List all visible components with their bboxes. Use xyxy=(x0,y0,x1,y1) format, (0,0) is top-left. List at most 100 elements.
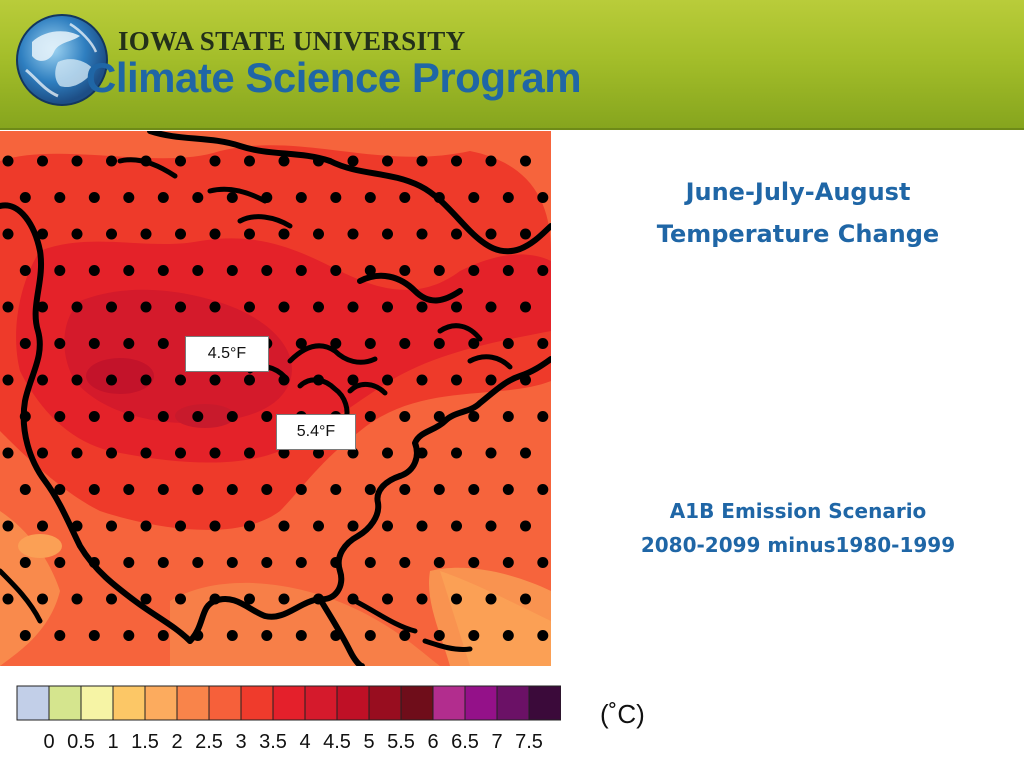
stipple-dot xyxy=(175,155,186,167)
stipple-dot xyxy=(433,338,445,349)
stipple-dot xyxy=(382,520,393,532)
stipple-dot xyxy=(382,374,393,386)
stipple-dot xyxy=(313,520,324,532)
stipple-dot xyxy=(364,192,376,203)
colorbar-tick-label: 0 xyxy=(43,731,54,753)
stipple-dot xyxy=(106,301,117,313)
stipple-dot xyxy=(2,301,14,313)
stipple-dot xyxy=(19,265,31,276)
stipple-dot xyxy=(209,228,221,240)
stipple-dot xyxy=(140,374,152,386)
stipple-dot xyxy=(433,484,445,495)
map-callout-warming-2: 5.4°F xyxy=(276,414,356,450)
colorbar-tick-label: 5.5 xyxy=(387,731,415,753)
stipple-dot xyxy=(451,593,462,605)
colorbar-tick-label: 2.5 xyxy=(195,731,223,753)
colorbar-swatch xyxy=(432,685,466,721)
stipple-dot xyxy=(88,484,100,495)
stipple-dot xyxy=(54,557,66,568)
stipple-dot xyxy=(433,630,445,641)
stipple-dot xyxy=(278,228,290,240)
colorbar-swatch xyxy=(144,685,178,721)
stipple-dot xyxy=(399,630,411,641)
colorbar-swatch xyxy=(496,685,530,721)
stipple-dot xyxy=(382,228,393,240)
stipple-dot xyxy=(468,630,480,641)
stipple-dot xyxy=(502,484,514,495)
colorbar-tick-label: 4 xyxy=(299,731,310,753)
colorbar-tick-label: 4.5 xyxy=(323,731,351,753)
colorbar-swatch xyxy=(80,685,114,721)
stipple-dot xyxy=(37,301,48,313)
stipple-dot xyxy=(485,301,497,313)
stipple-dot xyxy=(192,192,204,203)
colorbar-swatch xyxy=(400,685,434,721)
stipple-dot xyxy=(520,447,531,459)
stipple-dot xyxy=(520,301,531,313)
stipple-dot xyxy=(71,228,83,240)
stipple-dot xyxy=(54,192,66,203)
stipple-dot xyxy=(140,447,152,459)
stipple-dot xyxy=(19,630,31,641)
stipple-dot xyxy=(226,411,238,422)
stipple-dot xyxy=(209,155,221,167)
colorbar-tick-label: 0.5 xyxy=(67,731,95,753)
stipple-dot xyxy=(2,447,14,459)
stipple-dot xyxy=(244,301,255,313)
stipple-dot xyxy=(347,593,359,605)
stipple-dot xyxy=(19,484,31,495)
stipple-dot xyxy=(433,265,445,276)
colorbar-tick-label: 2 xyxy=(171,731,182,753)
stipple-dot xyxy=(123,411,135,422)
stipple-dot xyxy=(537,265,549,276)
header-banner: IOWA STATE UNIVERSITY Climate Science Pr… xyxy=(0,0,1024,130)
slide-title-line-2: Temperature Change xyxy=(656,220,940,248)
stipple-dot xyxy=(451,301,462,313)
stipple-dot xyxy=(37,374,48,386)
stipple-dot xyxy=(364,338,376,349)
stipple-dot xyxy=(261,557,273,568)
stipple-dot xyxy=(37,155,48,167)
stipple-dot xyxy=(261,265,273,276)
stipple-dot xyxy=(19,192,31,203)
stipple-dot xyxy=(157,630,169,641)
stipple-dot xyxy=(54,265,66,276)
stipple-dot xyxy=(226,557,238,568)
stipple-dot xyxy=(226,192,238,203)
stipple-dot xyxy=(157,265,169,276)
stipple-dot xyxy=(88,411,100,422)
stipple-dot xyxy=(140,155,152,167)
stipple-dot xyxy=(347,228,359,240)
colorbar-tick-labels: 0 0.5 1 1.5 2 2.5 3 3.5 4 4.5 5 5.5 6 6.5 7 7.5 xyxy=(43,731,542,753)
stipple-dot xyxy=(106,520,117,532)
stipple-dot xyxy=(313,447,324,459)
stipple-dot xyxy=(433,192,445,203)
stipple-dot xyxy=(295,192,307,203)
stipple-dot xyxy=(209,447,221,459)
stipple-dot xyxy=(295,338,307,349)
stipple-dot xyxy=(502,557,514,568)
stipple-dot xyxy=(244,447,255,459)
stipple-dot xyxy=(451,155,462,167)
ocean-patch-southeast xyxy=(440,571,551,666)
stipple-dot xyxy=(468,338,480,349)
stipple-dot xyxy=(2,228,14,240)
map-callout-warming-1: 4.5°F xyxy=(185,336,269,372)
stipple-dot xyxy=(416,301,428,313)
stipple-dot xyxy=(261,411,273,422)
stipple-dot xyxy=(123,484,135,495)
stipple-dot xyxy=(313,593,324,605)
stipple-dot xyxy=(468,484,480,495)
stipple-dot xyxy=(451,374,462,386)
stipple-dot xyxy=(520,520,531,532)
university-name: IOWA STATE UNIVERSITY xyxy=(118,26,466,56)
stipple-dot xyxy=(278,520,290,532)
stipple-dot xyxy=(485,228,497,240)
stipple-dot xyxy=(295,630,307,641)
stipple-dot xyxy=(192,484,204,495)
colorbar-tick-label: 6.5 xyxy=(451,731,479,753)
stipple-dot xyxy=(140,228,152,240)
stipple-dot xyxy=(244,374,255,386)
stipple-dot xyxy=(416,228,428,240)
stipple-dot xyxy=(468,192,480,203)
